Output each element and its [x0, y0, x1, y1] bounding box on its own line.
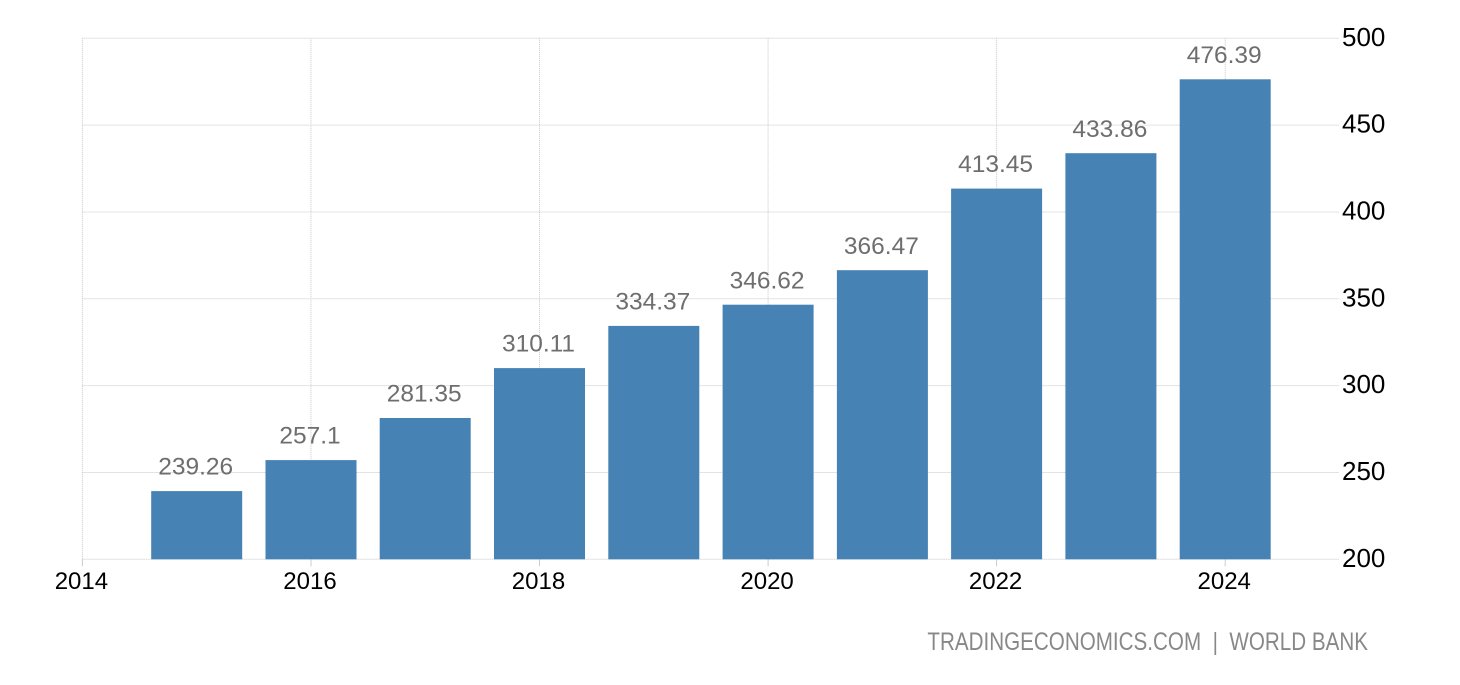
svg-text:200: 200	[1342, 543, 1385, 573]
svg-text:2022: 2022	[969, 568, 1022, 595]
svg-text:300: 300	[1342, 369, 1385, 399]
svg-text:350: 350	[1342, 282, 1385, 312]
svg-text:257.1: 257.1	[279, 423, 340, 450]
svg-text:2024: 2024	[1198, 568, 1251, 595]
svg-text:413.45: 413.45	[958, 151, 1033, 178]
svg-text:TRADINGECONOMICS.COM | WORLD: TRADINGECONOMICS.COM | WORLD BANK	[927, 628, 1368, 656]
svg-text:2014: 2014	[55, 568, 108, 595]
svg-text:400: 400	[1342, 196, 1385, 226]
svg-text:450: 450	[1342, 109, 1385, 139]
svg-text:310.11: 310.11	[502, 331, 575, 358]
svg-text:334.37: 334.37	[615, 289, 690, 316]
svg-text:2018: 2018	[512, 568, 565, 595]
svg-text:366.47: 366.47	[844, 233, 919, 260]
svg-text:346.62: 346.62	[730, 267, 805, 294]
svg-text:433.86: 433.86	[1072, 116, 1147, 143]
svg-text:250: 250	[1342, 456, 1385, 486]
svg-text:476.39: 476.39	[1187, 42, 1262, 69]
svg-text:500: 500	[1342, 22, 1385, 52]
svg-text:281.35: 281.35	[387, 381, 462, 408]
svg-text:2016: 2016	[283, 568, 336, 595]
svg-text:2020: 2020	[740, 568, 793, 595]
svg-text:239.26: 239.26	[158, 454, 233, 481]
